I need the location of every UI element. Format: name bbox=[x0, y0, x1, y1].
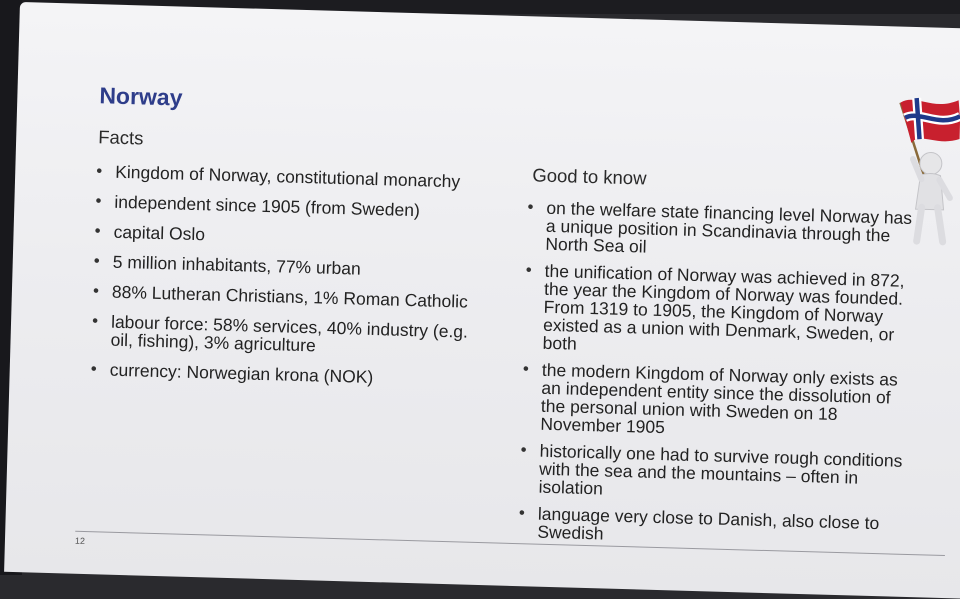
facts-list: Kingdom of Norway, constitutional monarc… bbox=[87, 162, 493, 401]
figure-with-norway-flag-icon bbox=[899, 97, 960, 246]
list-item: labour force: 58% services, 40% industry… bbox=[88, 312, 489, 359]
list-item: capital Oslo bbox=[91, 222, 491, 251]
list-item: currency: Norwegian krona (NOK) bbox=[88, 360, 488, 389]
presentation-slide: Norway Facts Kingdom of Norway, constitu… bbox=[4, 2, 960, 599]
list-item: the modern Kingdom of Norway only exists… bbox=[518, 360, 918, 443]
slide-title: Norway bbox=[99, 82, 183, 111]
list-item: Kingdom of Norway, constitutional monarc… bbox=[93, 162, 493, 192]
page-number: 12 bbox=[74, 535, 86, 547]
facts-heading: Facts bbox=[97, 126, 144, 149]
list-item: independent since 1905 (from Sweden) bbox=[92, 192, 492, 221]
list-item: historically one had to survive rough co… bbox=[516, 441, 915, 506]
list-item: 5 million inhabitants, 77% urban bbox=[91, 252, 491, 281]
list-item: the unification of Norway was achieved i… bbox=[520, 261, 920, 362]
good-to-know-list: on the welfare state financing level Nor… bbox=[515, 198, 923, 560]
list-item: 88% Lutheran Christians, 1% Roman Cathol… bbox=[90, 282, 490, 312]
good-to-know-heading: Good to know bbox=[532, 164, 647, 189]
